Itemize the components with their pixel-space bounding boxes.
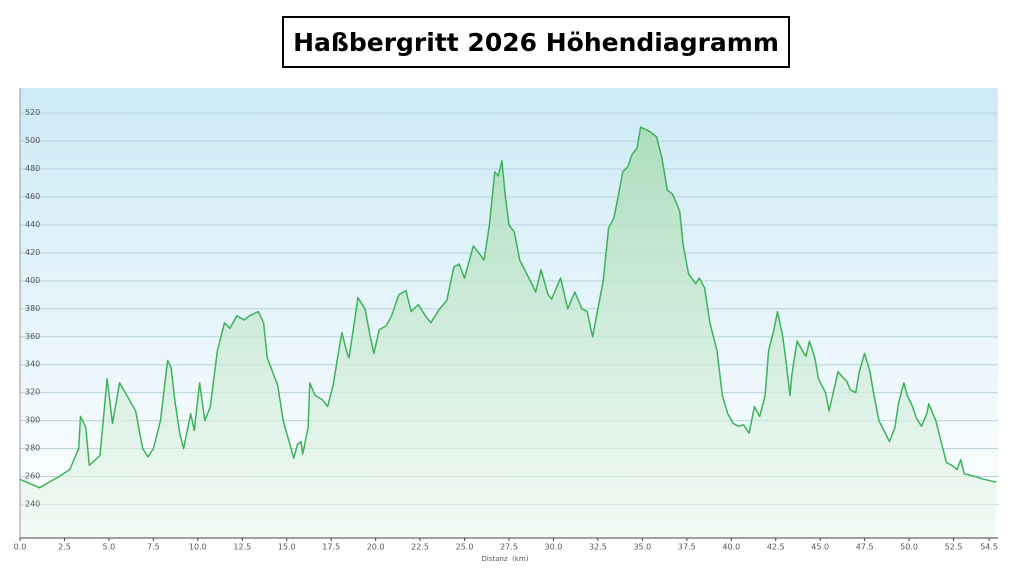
x-tick-label: 17.5 xyxy=(322,543,340,552)
y-tick-label: 340 xyxy=(25,360,40,369)
y-tick-label: 280 xyxy=(25,444,40,453)
y-tick-label: 520 xyxy=(25,108,40,117)
x-tick-label: 50.0 xyxy=(900,543,918,552)
y-tick-label: 380 xyxy=(25,304,40,313)
y-tick-label: 500 xyxy=(25,136,40,145)
y-tick-label: 440 xyxy=(25,220,40,229)
chart-title: Haßbergritt 2026 Höhendiagramm xyxy=(282,16,790,68)
x-tick-label: 12.5 xyxy=(233,543,251,552)
y-tick-label: 320 xyxy=(25,388,40,397)
x-tick-label: 2.5 xyxy=(58,543,71,552)
x-tick-label: 35.0 xyxy=(633,543,651,552)
x-tick-label: 20.0 xyxy=(367,543,385,552)
x-tick-label: 54.5 xyxy=(980,543,998,552)
x-tick-label: 42.5 xyxy=(767,543,785,552)
y-tick-label: 260 xyxy=(25,472,40,481)
y-tick-label: 420 xyxy=(25,248,40,257)
y-tick-label: 400 xyxy=(25,276,40,285)
y-tick-label: 240 xyxy=(25,499,40,508)
x-tick-label: 32.5 xyxy=(589,543,607,552)
y-tick-label: 480 xyxy=(25,164,40,173)
marks xyxy=(19,126,997,538)
elevation-line xyxy=(19,126,997,489)
x-tick-label: 5.0 xyxy=(103,543,116,552)
x-tick-label: 15.0 xyxy=(278,543,296,552)
x-tick-label: 47.5 xyxy=(856,543,874,552)
y-tick-label: 460 xyxy=(25,192,40,201)
x-tick-label: 22.5 xyxy=(411,543,429,552)
x-tick-label: 0.0 xyxy=(14,543,27,552)
x-tick-label: 30.0 xyxy=(545,543,563,552)
x-axis-label: Distanz (km) xyxy=(482,555,529,563)
area-fill xyxy=(20,127,997,538)
x-tick-label: 37.5 xyxy=(678,543,696,552)
x-tick-label: 10.0 xyxy=(189,543,207,552)
x-tick-label: 45.0 xyxy=(811,543,829,552)
x-tick-label: 25.0 xyxy=(456,543,474,552)
x-tick-label: 27.5 xyxy=(500,543,518,552)
x-tick-label: 7.5 xyxy=(147,543,160,552)
y-tick-label: 360 xyxy=(25,332,40,341)
x-tick-label: 40.0 xyxy=(722,543,740,552)
y-tick-label: 300 xyxy=(25,416,40,425)
x-tick-label: 52.5 xyxy=(945,543,963,552)
